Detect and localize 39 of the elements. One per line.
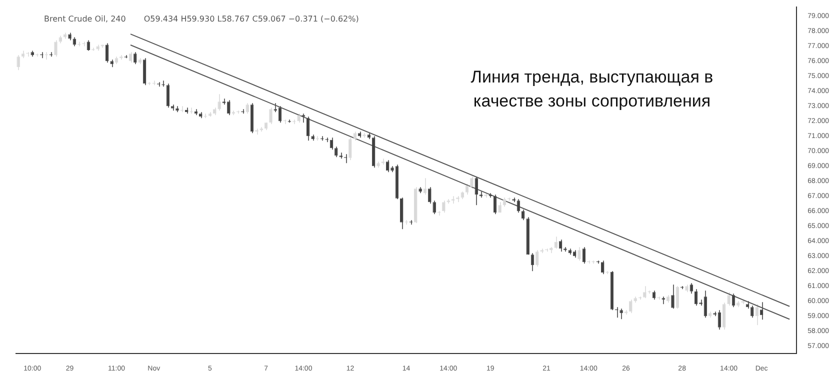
candlestick	[578, 246, 581, 262]
candlestick	[699, 299, 702, 306]
candlestick	[662, 296, 666, 305]
candlestick	[255, 128, 258, 136]
candlestick	[722, 302, 726, 330]
candlestick	[348, 137, 352, 161]
candlestick	[522, 209, 525, 221]
candlestick	[727, 292, 730, 306]
candlestick	[442, 200, 446, 214]
candlestick	[643, 286, 646, 299]
candlestick	[428, 186, 432, 204]
candlestick	[218, 94, 221, 112]
candlestick	[134, 52, 137, 65]
candlestick	[227, 100, 230, 116]
candlestick	[269, 107, 272, 125]
candlestick	[465, 184, 469, 196]
candlestick	[86, 40, 90, 52]
candlestick	[470, 176, 474, 190]
text: O59.434 H59.930 L58.767 C59.067 −0.371 (−0.62%)	[144, 14, 359, 24]
candlestick	[106, 42, 109, 64]
candlestick	[456, 196, 460, 203]
candlestick	[339, 152, 342, 160]
annotation: Линия тренда, выступающая в качестве зоны сопротивления	[470, 68, 714, 111]
candlestick	[690, 282, 694, 294]
candlestick	[306, 116, 310, 142]
candlestick	[671, 284, 674, 310]
candlestick	[750, 305, 754, 318]
text: Brent Crude Oil, 240	[44, 14, 126, 24]
candlestick	[620, 308, 623, 320]
candlestick	[554, 236, 558, 250]
candlestick	[755, 304, 758, 326]
candlestick	[400, 197, 404, 230]
candlestick	[334, 146, 338, 158]
candlestick	[432, 200, 436, 215]
candlestick	[54, 40, 58, 58]
candlestick	[246, 102, 250, 114]
candlestick	[16, 54, 20, 71]
candlestick	[629, 299, 632, 314]
candlestick	[536, 250, 539, 268]
